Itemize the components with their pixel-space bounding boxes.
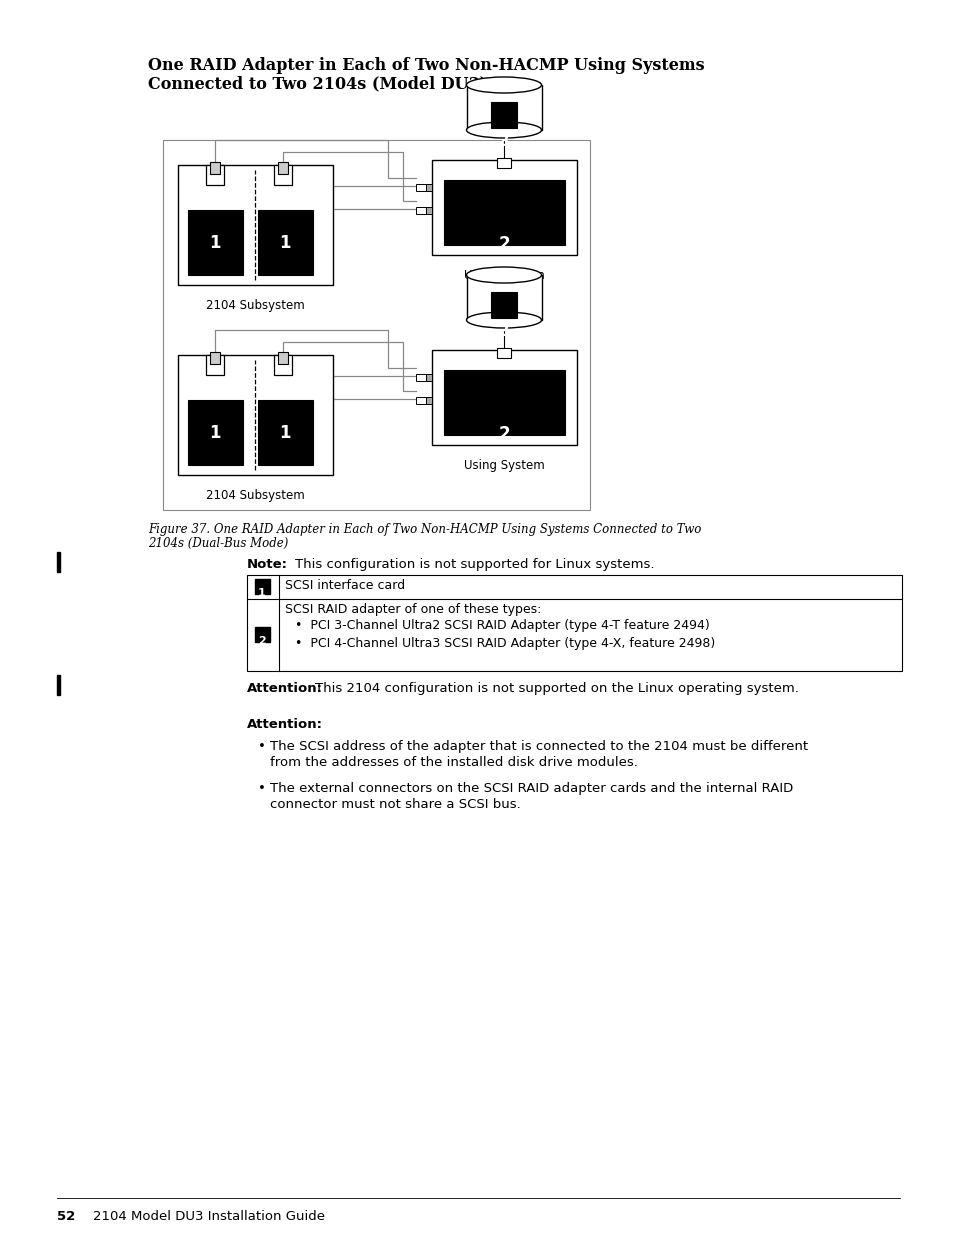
Bar	[443, 180, 564, 245]
Text: 2104s (Dual-Bus Mode): 2104s (Dual-Bus Mode)	[148, 537, 288, 550]
Ellipse shape	[466, 312, 541, 329]
Text: SCSI RAID adapter of one of these types:: SCSI RAID adapter of one of these types:	[285, 603, 540, 616]
Text: The SCSI address of the adapter that is connected to the 2104 must be different: The SCSI address of the adapter that is …	[270, 740, 807, 753]
Text: Figure 37. One RAID Adapter in Each of Two Non-HACMP Using Systems Connected to : Figure 37. One RAID Adapter in Each of T…	[148, 522, 700, 536]
Bar	[467, 85, 541, 130]
Bar	[254, 579, 270, 594]
Text: •  PCI 4-Channel Ultra3 SCSI RAID Adapter (type 4-X, feature 2498): • PCI 4-Channel Ultra3 SCSI RAID Adapter…	[294, 637, 715, 650]
Text: 2104 Model DU3 Installation Guide: 2104 Model DU3 Installation Guide	[92, 1210, 325, 1223]
Text: Using System: Using System	[463, 269, 544, 282]
Bar	[247, 576, 901, 671]
Bar	[178, 354, 333, 475]
Text: 2: 2	[497, 425, 509, 443]
Text: 1: 1	[279, 424, 291, 442]
Ellipse shape	[466, 267, 541, 283]
Text: 3: 3	[498, 133, 509, 148]
Ellipse shape	[466, 122, 541, 138]
Text: This 2104 configuration is not supported on the Linux operating system.: This 2104 configuration is not supported…	[314, 682, 798, 695]
Text: The external connectors on the SCSI RAID adapter cards and the internal RAID: The external connectors on the SCSI RAID…	[270, 782, 792, 795]
Bar	[254, 627, 270, 642]
Text: Using System: Using System	[463, 459, 544, 472]
Bar	[426, 396, 432, 404]
Bar	[491, 291, 517, 317]
Text: connector must not share a SCSI bus.: connector must not share a SCSI bus.	[270, 798, 520, 811]
Text: 2: 2	[258, 636, 266, 646]
Text: 3: 3	[498, 324, 509, 338]
Bar	[274, 165, 292, 185]
Text: This configuration is not supported for Linux systems.: This configuration is not supported for …	[294, 558, 654, 571]
Bar	[257, 400, 313, 466]
Text: 1: 1	[209, 233, 220, 252]
Bar	[188, 210, 243, 275]
Bar	[210, 162, 220, 174]
Bar	[416, 374, 426, 382]
Bar	[432, 350, 577, 445]
Ellipse shape	[466, 77, 541, 93]
Bar	[206, 165, 224, 185]
Bar	[277, 162, 288, 174]
Bar	[57, 676, 60, 695]
Bar	[491, 103, 517, 128]
Bar	[426, 184, 432, 191]
Text: •: •	[257, 740, 266, 753]
Bar	[443, 370, 564, 435]
Bar	[257, 210, 313, 275]
Text: 1: 1	[209, 424, 220, 442]
Bar	[178, 165, 333, 285]
Bar	[274, 354, 292, 375]
Text: SCSI interface card: SCSI interface card	[285, 579, 405, 592]
Bar	[416, 396, 426, 404]
Text: 1: 1	[279, 233, 291, 252]
Bar	[277, 352, 288, 364]
Bar	[416, 207, 426, 214]
Text: Attention:: Attention:	[247, 718, 323, 731]
Text: •: •	[257, 782, 266, 795]
Text: Connected to Two 2104s (Model DU3): Connected to Two 2104s (Model DU3)	[148, 75, 487, 91]
Text: 2104 Subsystem: 2104 Subsystem	[206, 489, 304, 501]
Bar	[416, 184, 426, 191]
Bar	[163, 140, 589, 510]
Bar	[206, 354, 224, 375]
Bar	[426, 207, 432, 214]
Text: from the addresses of the installed disk drive modules.: from the addresses of the installed disk…	[270, 756, 638, 769]
Text: 1: 1	[258, 588, 266, 598]
Text: One RAID Adapter in Each of Two Non-HACMP Using Systems: One RAID Adapter in Each of Two Non-HACM…	[148, 57, 704, 74]
Bar	[210, 352, 220, 364]
Bar	[497, 348, 511, 358]
Bar	[467, 275, 541, 320]
Text: 2104 Subsystem: 2104 Subsystem	[206, 299, 304, 312]
Bar	[432, 161, 577, 254]
Text: 52: 52	[57, 1210, 75, 1223]
Bar	[497, 158, 511, 168]
Bar	[426, 374, 432, 382]
Text: 2: 2	[497, 235, 509, 253]
Bar	[57, 552, 60, 572]
Text: Attention:: Attention:	[247, 682, 323, 695]
Bar	[188, 400, 243, 466]
Text: •  PCI 3-Channel Ultra2 SCSI RAID Adapter (type 4-T feature 2494): • PCI 3-Channel Ultra2 SCSI RAID Adapter…	[294, 619, 709, 632]
Text: Note:: Note:	[247, 558, 288, 571]
